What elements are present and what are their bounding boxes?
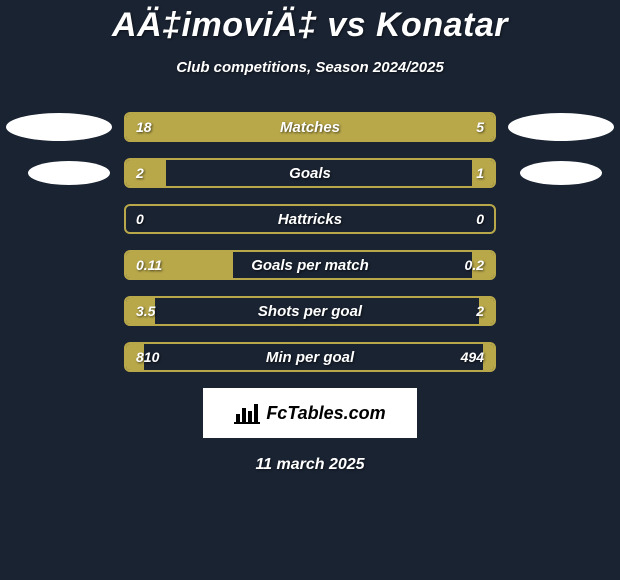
brand-text: FcTables.com xyxy=(266,403,385,424)
stat-label: Min per goal xyxy=(126,344,494,370)
comparison-card: AÄ‡imoviÄ‡ vs Konatar Club competitions,… xyxy=(0,0,620,474)
stat-bar: 2 1Goals xyxy=(124,158,496,188)
player-right-marker xyxy=(520,161,602,185)
stat-bar: 810 494Min per goal xyxy=(124,342,496,372)
stat-bar: 3.5 2Shots per goal xyxy=(124,296,496,326)
stat-label: Shots per goal xyxy=(126,298,494,324)
page-title: AÄ‡imoviÄ‡ vs Konatar xyxy=(112,6,508,45)
stat-bar-left-fill xyxy=(126,160,166,186)
stat-value-left: 18 xyxy=(136,114,152,140)
stat-value-right: 0 xyxy=(476,206,484,232)
stat-value-right: 2 xyxy=(476,298,484,324)
stat-row: 185Matches xyxy=(0,112,620,142)
player-right-marker xyxy=(508,113,614,141)
brand-badge[interactable]: FcTables.com xyxy=(203,388,417,438)
subtitle: Club competitions, Season 2024/2025 xyxy=(176,59,444,76)
stat-value-left: 2 xyxy=(136,160,144,186)
stat-value-left: 0.11 xyxy=(136,252,162,278)
stat-label: Goals xyxy=(126,160,494,186)
stat-value-right: 0.2 xyxy=(465,252,484,278)
stat-row: 3.5 2Shots per goal xyxy=(0,296,620,326)
stat-value-left: 0 xyxy=(136,206,144,232)
stat-bar: 0 0Hattricks xyxy=(124,204,496,234)
player-left-marker xyxy=(6,113,112,141)
stat-bar: 0.110.2Goals per match xyxy=(124,250,496,280)
stat-bar-left-fill xyxy=(126,114,406,140)
date-label: 11 march 2025 xyxy=(255,456,364,474)
stat-value-right: 5 xyxy=(476,114,484,140)
player-left-marker xyxy=(28,161,110,185)
stat-label: Hattricks xyxy=(126,206,494,232)
stats-list: 185Matches21Goals00Hattricks0.110.2Goals… xyxy=(0,112,620,372)
stat-value-right: 1 xyxy=(476,160,484,186)
stat-value-right: 494 xyxy=(461,344,484,370)
stat-row: 2 1Goals xyxy=(0,158,620,188)
stat-row: 0 0Hattricks xyxy=(0,204,620,234)
stat-row: 810 494Min per goal xyxy=(0,342,620,372)
stat-value-left: 810 xyxy=(136,344,159,370)
stat-bar-right-fill xyxy=(483,344,494,370)
stat-bar: 185Matches xyxy=(124,112,496,142)
chart-icon xyxy=(234,402,260,424)
stat-row: 0.110.2Goals per match xyxy=(0,250,620,280)
stat-value-left: 3.5 xyxy=(136,298,155,324)
